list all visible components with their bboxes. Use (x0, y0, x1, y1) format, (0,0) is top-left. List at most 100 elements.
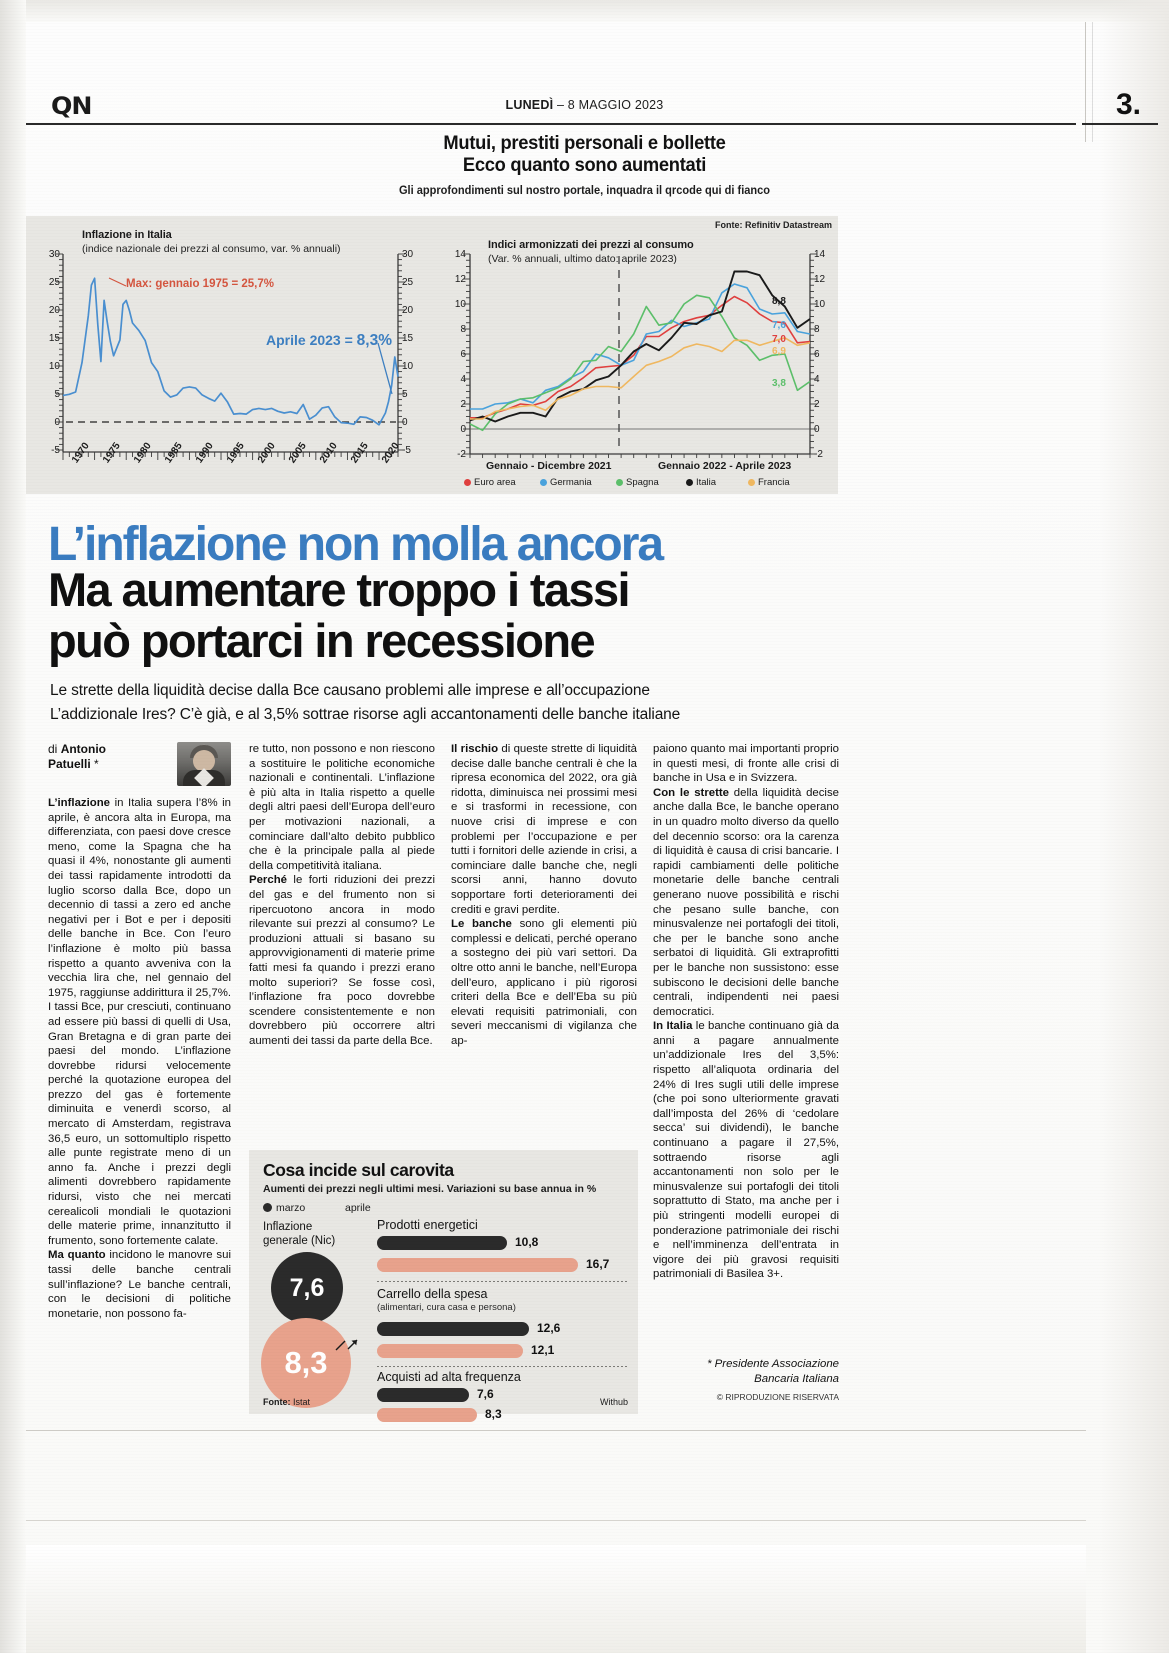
chart-left-subtitle: (indice nazionale dei prezzi al consumo,… (82, 243, 341, 255)
annotation-max-1975: Max: gennaio 1975 = 25,7% (126, 278, 274, 290)
legend-item-germania: Germania (540, 477, 592, 488)
bar-value-aprile-0: 16,7 (586, 1257, 610, 1271)
category-label-2: Acquisti ad alta frequenza (377, 1370, 521, 1384)
infographic-credit: Withub (599, 1397, 628, 1407)
annotation-aprile-2023: Aprile 2023 = 8,3% (266, 332, 393, 349)
bottom-rule-1 (26, 1430, 1086, 1431)
lead-in-1: L’inflazione (48, 797, 111, 809)
qn-logo: QN (51, 92, 92, 120)
legend-label-spagna: Spagna (626, 477, 659, 488)
category-carrello-spesa: Carrello della spesa (alimentari, cura c… (377, 1287, 516, 1313)
y-tick-right-0: 0 (402, 417, 408, 428)
body-paragraph-4: Perché le forti riduzioni dei prezzi del… (249, 873, 435, 1048)
y2-tick-2: 2 (460, 399, 466, 410)
legend-label-aprile: aprile (345, 1202, 371, 1214)
y2-tick-10: 10 (454, 299, 466, 310)
trend-up-arrow-icon (335, 1339, 358, 1351)
body-text-1: in Italia supera l’8% in aprile, è ancor… (48, 797, 231, 1247)
bar-value-aprile-2: 8,3 (485, 1407, 502, 1421)
author-credit: * Presidente Associazione Bancaria Itali… (653, 1357, 839, 1386)
body-column-3: Il rischio di queste strette di liquidit… (451, 742, 637, 1048)
body-column-4: paiono quanto mai importanti proprio in … (653, 742, 839, 1282)
infographic-source: Fonte: Istat (263, 1397, 310, 1407)
infographic-carovita: Cosa incide sul carovita Aumenti dei pre… (249, 1150, 638, 1422)
body-paragraph-1: L’inflazione in Italia supera l’8% in ap… (48, 796, 231, 1248)
category-note-1: (alimentari, cura casa e persona) (377, 1302, 516, 1313)
byline: di Antonio Patuelli * (48, 742, 231, 772)
lead-in-2: Ma quanto (48, 1249, 106, 1262)
legend-label-francia: Francia (758, 477, 790, 488)
category-acquisti-alta-frequenza: Acquisti ad alta frequenza (377, 1370, 521, 1385)
endvalue-italia: 8,8 (772, 296, 786, 307)
y-tick-15: 15 (48, 333, 60, 344)
chart-right-title: Indici armonizzati dei prezzi al consumo (488, 239, 694, 251)
y-tick-20: 20 (48, 305, 60, 316)
body-column-2: re tutto, non possono e non riescono a s… (249, 742, 435, 1048)
legend-item-francia: Francia (748, 477, 790, 488)
category-prodotti-energetici: Prodotti energetici (377, 1218, 478, 1233)
body-paragraph-2: Ma quanto incidono le manovre sui tassi … (48, 1248, 231, 1321)
bar-marzo-0 (377, 1236, 507, 1250)
page-number: 3. (1115, 88, 1141, 121)
y-tick-right-30: 30 (402, 249, 414, 260)
subheadline-line-1: Le strette della liquidità decise dalla … (50, 682, 650, 699)
chart-right-source: Fonte: Refinitiv Datastream (714, 220, 832, 230)
legend-dot-francia (748, 479, 755, 486)
author-credit-line-1: * Presidente Associazione (707, 1358, 839, 1370)
legend-label-marzo: marzo (276, 1202, 306, 1214)
divider-1 (377, 1366, 629, 1367)
legend-dot-italia (686, 479, 693, 486)
infographic-legend-marzo: marzo (263, 1202, 305, 1214)
bar-marzo-2 (377, 1388, 469, 1402)
author-credit-line-2: Bancaria Italiana (754, 1372, 839, 1385)
y2-tick-6: 6 (460, 349, 466, 360)
body-paragraph-8: Con le strette della liquidità decise an… (653, 786, 839, 1020)
subheadline-line-2: L’addizionale Ires? C’è già, e al 3,5% s… (50, 706, 681, 723)
y-tick-25: 25 (48, 277, 60, 288)
divider-0 (377, 1281, 629, 1282)
source-label: Fonte: (263, 1397, 291, 1407)
legend-label-germania: Germania (550, 477, 592, 488)
infographic-title: Cosa incide sul carovita (263, 1160, 454, 1180)
author-portrait (177, 742, 231, 786)
lead-in-6: Con le strette (653, 786, 730, 799)
endvalue-euroarea: 7,0 (772, 334, 786, 345)
byline-author-last: Patuelli (48, 757, 91, 771)
legend-item-euro-area: Euro area (464, 477, 516, 488)
endvalue-francia: 6,9 (772, 346, 786, 357)
period-label-left: Gennaio - Dicembre 2021 (486, 460, 612, 472)
y-tick-right-5: 5 (402, 389, 408, 400)
bar-value-marzo-0: 10,8 (515, 1235, 539, 1249)
body-paragraph-3: re tutto, non possono e non riescono a s… (249, 743, 435, 872)
bubble-inflazione-marzo: 7,6 (271, 1252, 343, 1324)
body-paragraph-6: Le banche sono gli elementi più compless… (451, 917, 637, 1048)
body-paragraph-7: paiono quanto mai importanti proprio in … (653, 743, 839, 785)
body-text-5: di queste strette di liquidità decise da… (451, 743, 637, 916)
y-tick-right-15: 15 (402, 333, 414, 344)
chart-left-svg (56, 253, 405, 460)
y2-tick-4: 4 (460, 374, 466, 385)
nic-label: Inflazione generale (Nic) (263, 1221, 336, 1247)
y2-tick-8: 8 (460, 324, 466, 335)
bar-aprile-0 (377, 1258, 578, 1272)
legend-item-spagna: Spagna (616, 477, 659, 488)
y2-tick-right-4: 4 (814, 374, 820, 385)
y2-tick-right-8: 8 (814, 324, 820, 335)
body-column-1: di Antonio Patuelli * L’inflazione in It… (48, 742, 231, 1321)
headline-line-2: Ma aumentare troppo i tassi (48, 563, 631, 616)
y2-tick-right-0: 0 (814, 424, 820, 435)
endvalue-germania: 7,6 (772, 320, 786, 331)
headline-line-1: L’inflazione non molla ancora (48, 518, 664, 571)
chart-right-subtitle: (Var. % annuali, ultimo dato: aprile 202… (488, 253, 677, 265)
chart-legend: Euro area Germania Spagna Italia Francia (430, 471, 838, 491)
byline-author-first: Antonio (60, 742, 107, 756)
byline-prefix: di (48, 742, 58, 756)
bottom-rule-2 (26, 1520, 1086, 1521)
headline-line-3: può portarci in recessione (48, 614, 596, 667)
dateline-weekday: LUNEDÌ (505, 98, 554, 112)
y2-tick-right-12: 12 (814, 274, 826, 285)
y-tick-right-20: 20 (402, 305, 414, 316)
legend-label-italia: Italia (696, 477, 717, 488)
scan-edge-right (1099, 0, 1169, 1653)
